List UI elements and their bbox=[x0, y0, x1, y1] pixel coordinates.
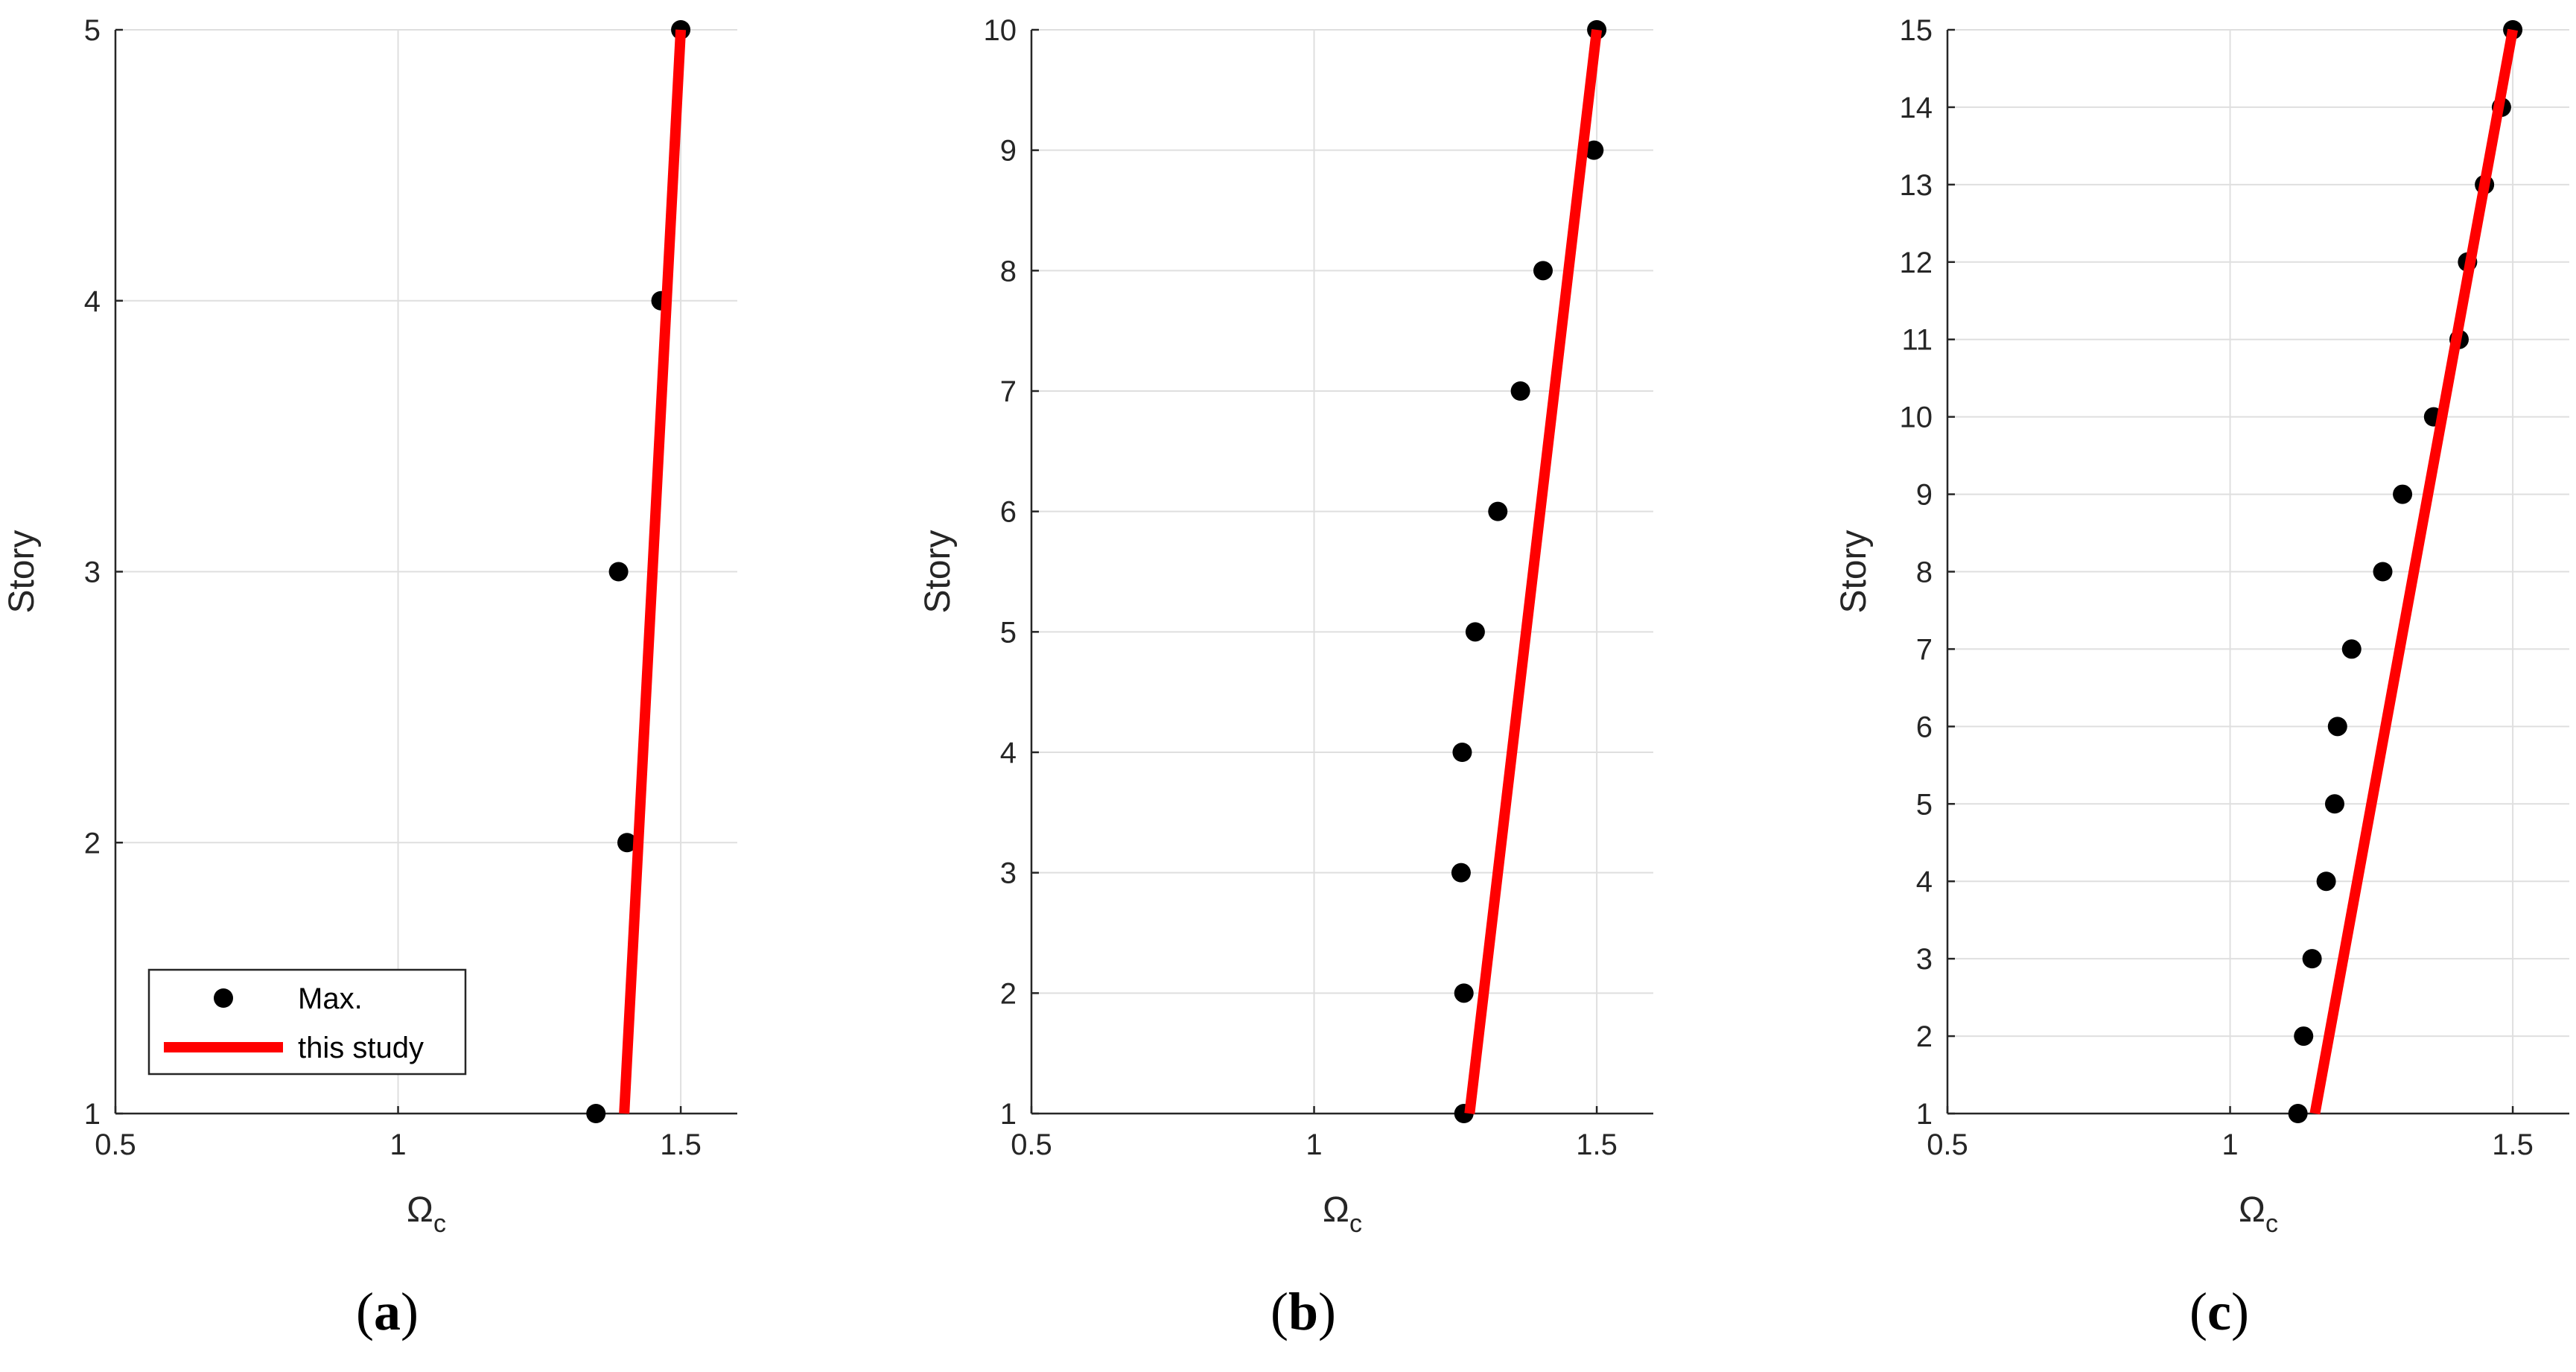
y-tick-label-c-6: 7 bbox=[1916, 633, 1933, 666]
y-tick-label-c-12: 13 bbox=[1900, 169, 1933, 202]
data-point-a-1 bbox=[586, 1104, 606, 1123]
y-axis-label-a: Story bbox=[2, 530, 42, 613]
x-tick-label-a-2: 1.5 bbox=[660, 1128, 702, 1161]
data-point-b-5 bbox=[1465, 622, 1485, 642]
x-axis-label-b: Ωc bbox=[1323, 1190, 1362, 1238]
data-point-b-6 bbox=[1488, 501, 1508, 521]
data-point-c-6 bbox=[2327, 717, 2347, 737]
fit-line-b bbox=[1464, 29, 1603, 1114]
y-tick-label-c-3: 4 bbox=[1916, 866, 1933, 898]
data-point-c-3 bbox=[2302, 949, 2322, 969]
data-point-a-3 bbox=[608, 562, 629, 582]
y-tick-label-c-11: 12 bbox=[1900, 247, 1933, 279]
y-tick-label-b-5: 6 bbox=[1000, 496, 1017, 529]
y-tick-label-b-1: 2 bbox=[1000, 977, 1017, 1010]
fit-line-c bbox=[2309, 28, 2518, 1115]
data-point-c-8 bbox=[2373, 562, 2393, 582]
y-tick-label-c-5: 6 bbox=[1916, 711, 1933, 743]
data-point-c-4 bbox=[2316, 871, 2336, 892]
panel-label-c: (c) bbox=[2189, 1282, 2249, 1341]
x-tick-label-b-1: 1 bbox=[1306, 1128, 1322, 1161]
y-tick-label-b-7: 8 bbox=[1000, 255, 1017, 288]
y-tick-label-c-14: 15 bbox=[1900, 14, 1933, 47]
y-tick-label-b-0: 1 bbox=[1000, 1098, 1017, 1131]
legend-a: Max. this study bbox=[147, 968, 467, 1076]
y-axis-label-c: Story bbox=[1834, 530, 1874, 613]
data-point-b-8 bbox=[1533, 261, 1553, 281]
legend-box-a bbox=[147, 968, 467, 1076]
x-tick-label-c-0: 0.5 bbox=[1927, 1128, 1968, 1161]
data-point-b-3 bbox=[1451, 863, 1471, 883]
legend-marker-max bbox=[214, 988, 233, 1008]
y-axis-label-b: Story bbox=[918, 530, 958, 613]
data-point-b-7 bbox=[1510, 381, 1530, 401]
y-tick-label-b-6: 7 bbox=[1000, 375, 1017, 408]
fit-line-a bbox=[619, 29, 687, 1114]
y-tick-label-b-9: 10 bbox=[984, 14, 1017, 47]
data-point-a-2 bbox=[617, 833, 637, 853]
data-point-c-9 bbox=[2393, 484, 2413, 504]
y-tick-label-c-13: 14 bbox=[1900, 92, 1933, 124]
y-tick-label-a-3: 4 bbox=[84, 285, 101, 318]
legend-label-max: Max. bbox=[298, 982, 363, 1015]
y-tick-label-c-4: 5 bbox=[1916, 788, 1933, 821]
y-tick-label-c-8: 9 bbox=[1916, 479, 1933, 512]
y-tick-label-b-3: 4 bbox=[1000, 737, 1017, 769]
y-tick-label-a-4: 5 bbox=[84, 14, 101, 47]
x-axis-label-a: Ωc bbox=[407, 1190, 446, 1238]
y-tick-label-c-9: 10 bbox=[1900, 401, 1933, 434]
x-tick-label-c-1: 1 bbox=[2222, 1128, 2238, 1161]
legend-label-this-study: this study bbox=[298, 1032, 424, 1064]
data-point-b-9 bbox=[1584, 140, 1604, 160]
y-tick-label-c-7: 8 bbox=[1916, 556, 1933, 589]
y-tick-label-b-8: 9 bbox=[1000, 135, 1017, 168]
y-tick-label-a-1: 2 bbox=[84, 827, 101, 860]
data-point-c-5 bbox=[2324, 794, 2344, 814]
y-tick-label-c-2: 3 bbox=[1916, 943, 1933, 976]
data-point-c-7 bbox=[2341, 639, 2362, 659]
data-point-c-2 bbox=[2294, 1026, 2314, 1047]
y-tick-label-a-2: 3 bbox=[84, 556, 101, 589]
y-tick-label-c-0: 1 bbox=[1916, 1098, 1933, 1131]
y-tick-label-a-0: 1 bbox=[84, 1098, 101, 1131]
x-tick-label-a-1: 1 bbox=[389, 1128, 406, 1161]
y-tick-label-b-2: 3 bbox=[1000, 857, 1017, 890]
panel-label-b: (b) bbox=[1270, 1282, 1336, 1341]
data-point-c-1 bbox=[2288, 1104, 2308, 1123]
panel-label-a: (a) bbox=[356, 1282, 419, 1341]
x-tick-label-b-0: 0.5 bbox=[1011, 1128, 1052, 1161]
y-tick-label-c-10: 11 bbox=[1901, 324, 1933, 357]
x-tick-label-c-2: 1.5 bbox=[2492, 1128, 2534, 1161]
x-tick-label-b-2: 1.5 bbox=[1576, 1128, 1618, 1161]
data-point-b-4 bbox=[1452, 743, 1472, 762]
data-point-b-2 bbox=[1454, 983, 1474, 1003]
y-tick-label-b-4: 5 bbox=[1000, 616, 1017, 649]
y-tick-label-c-1: 2 bbox=[1916, 1020, 1933, 1053]
x-axis-label-c: Ωc bbox=[2239, 1190, 2278, 1238]
x-tick-label-a-0: 0.5 bbox=[95, 1128, 136, 1161]
